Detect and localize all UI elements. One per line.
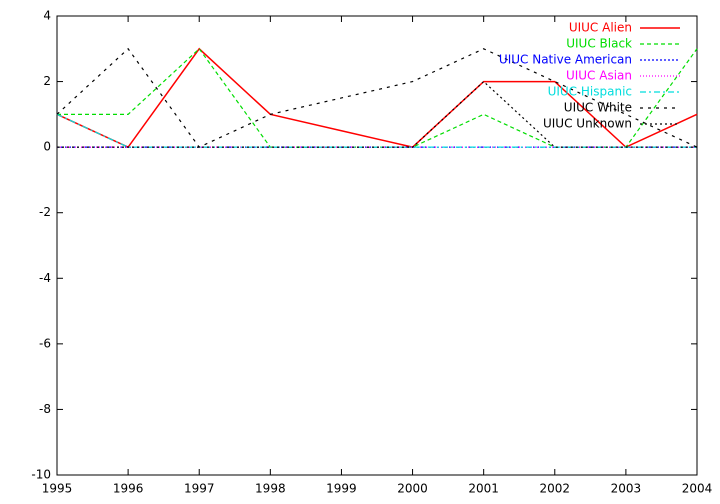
- y-tick-label: 4: [43, 9, 51, 23]
- legend-label: UIUC Native American: [499, 53, 632, 67]
- plot-frame: [56, 15, 698, 476]
- series-line: [57, 80, 697, 148]
- y-tick-label: -2: [39, 205, 51, 219]
- series-line: [56, 47, 698, 149]
- y-tick-label: 2: [43, 74, 51, 88]
- legend-label: UIUC White: [564, 101, 632, 115]
- x-tick-label: 1996: [113, 482, 144, 496]
- legend-label: UIUC Asian: [566, 69, 632, 83]
- x-tick-label: 2001: [468, 482, 499, 496]
- y-tick-label: -6: [39, 336, 51, 350]
- x-tick-label: 1997: [184, 482, 215, 496]
- x-tick-label: 1995: [42, 482, 73, 496]
- legend-label: UIUC Unknown: [543, 117, 632, 131]
- legend-label: UIUC Black: [566, 37, 632, 51]
- legend-label: UIUC Hispanic: [548, 85, 632, 99]
- x-tick-label: 2000: [397, 482, 428, 496]
- x-tick-label: 2004: [682, 482, 713, 496]
- y-tick-label: -8: [39, 402, 51, 416]
- x-tick-label: 2002: [540, 482, 571, 496]
- x-tick-label: 2003: [611, 482, 642, 496]
- y-tick-label: -10: [31, 468, 51, 482]
- legend-label: UIUC Alien: [569, 21, 632, 35]
- y-tick-label: 0: [43, 140, 51, 154]
- x-tick-label: 1999: [326, 482, 357, 496]
- x-tick-label: 1998: [255, 482, 286, 496]
- y-tick-label: -4: [39, 271, 51, 285]
